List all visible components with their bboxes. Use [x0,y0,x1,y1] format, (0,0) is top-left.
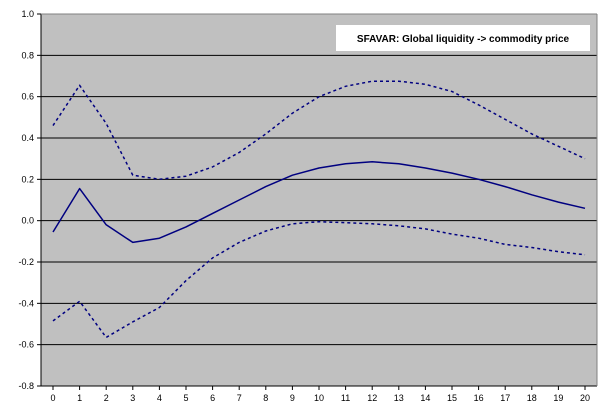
x-tick-label: 11 [341,393,350,403]
plot-area [41,14,597,386]
y-tick-label: 0.6 [21,92,34,102]
y-tick-label: 1.0 [21,9,34,19]
x-tick-label: 18 [527,393,537,403]
y-tick-label: 0.0 [21,216,34,226]
x-tick-label: 9 [290,393,295,403]
series-lower-band [52,220,586,339]
x-tick-label: 12 [367,393,377,403]
x-tick-label: 13 [394,393,404,403]
chart-title: SFAVAR: Global liquidity -> commodity pr… [357,34,570,45]
y-tick-label: -0.6 [18,340,34,350]
series-estimate [52,161,586,244]
y-tick-label: -0.8 [18,381,34,391]
y-tick-label: 0.2 [21,174,34,184]
y-tick-label: -0.4 [18,298,34,308]
x-tick-label: 19 [553,393,563,403]
x-tick-labels: 0 1 2 3 4 5 6 7 8 9 10 11 12 13 14 15 16 17 18 19 20 [50,393,590,403]
y-tick-label: -0.2 [18,257,34,267]
legend-box [336,25,590,51]
x-tick-label: 16 [474,393,484,403]
axes [37,13,598,390]
y-tick-labels: -0.8 -0.6 -0.4 -0.2 0.0 0.2 0.4 0.6 0.8 1.0 [18,9,34,391]
series-upper-band [52,80,586,181]
x-tick-label: 2 [104,393,109,403]
x-tick-label: 17 [500,393,510,403]
x-tick-label: 20 [580,393,590,403]
x-tick-label: 15 [447,393,457,403]
x-tick-label: 1 [77,393,82,403]
x-tick-label: 8 [263,393,268,403]
series-lines [52,80,586,339]
x-tick-label: 0 [50,393,55,403]
x-tick-label: 14 [420,393,430,403]
x-tick-label: 7 [237,393,242,403]
legend: SFAVAR: Global liquidity -> commodity pr… [336,25,590,51]
x-tick-label: 10 [314,393,324,403]
x-tick-label: 5 [183,393,188,403]
y-tick-label: 0.8 [21,50,34,60]
y-tick-label: 0.4 [21,133,34,143]
x-tick-label: 6 [210,393,215,403]
x-tick-label: 3 [130,393,135,403]
x-tick-label: 4 [157,393,162,403]
